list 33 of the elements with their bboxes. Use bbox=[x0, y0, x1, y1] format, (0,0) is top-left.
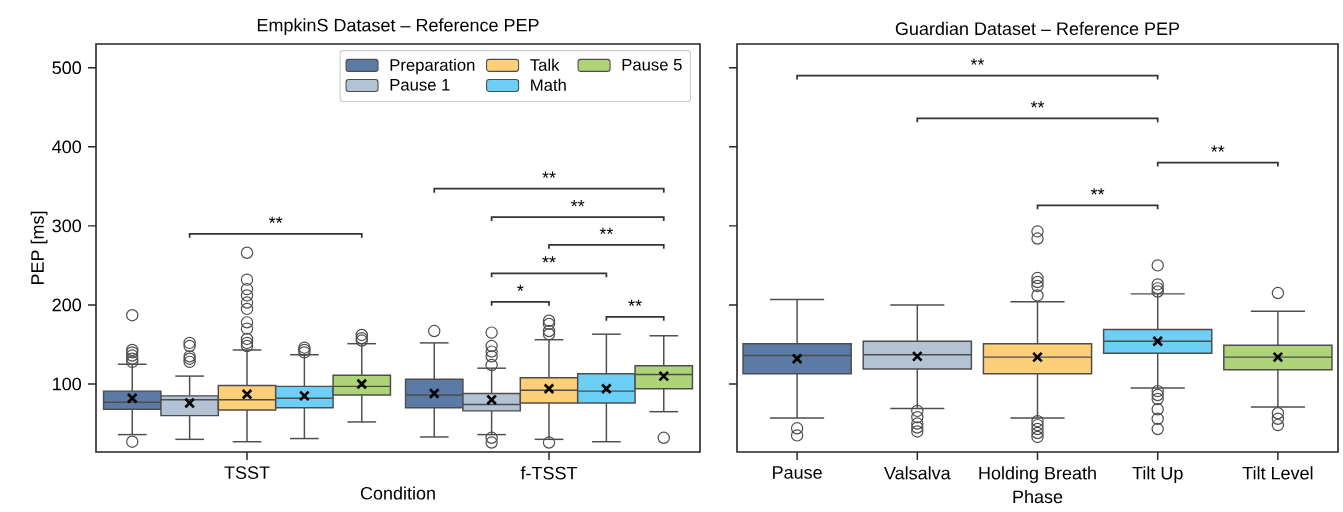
annotation: ** bbox=[1030, 101, 1045, 108]
x-tick-label: Valsalva bbox=[884, 466, 951, 480]
y-axis-title: PEP [ms] bbox=[30, 211, 48, 285]
annotation: ** bbox=[570, 200, 585, 207]
legend-label: Preparation bbox=[390, 58, 475, 75]
legend-label: Pause 1 bbox=[390, 79, 450, 91]
y-tick-label: 500 bbox=[52, 61, 82, 75]
annotation: ** bbox=[1211, 145, 1225, 152]
legend-label: Talk bbox=[530, 58, 560, 71]
chart-title: EmpkinS Dataset – Reference PEP bbox=[257, 18, 539, 36]
y-tick-label: 300 bbox=[52, 219, 82, 233]
annotation: ** bbox=[628, 299, 642, 306]
annotation: ** bbox=[542, 171, 556, 178]
annotation: ** bbox=[1090, 188, 1105, 195]
annotation: ** bbox=[268, 216, 283, 223]
x-tick-label: Holding Breath bbox=[979, 466, 1096, 484]
annotation: ** bbox=[599, 227, 614, 235]
chart-title: Guardian Dataset – Reference PEP bbox=[895, 21, 1180, 36]
x-tick-label: TSST bbox=[224, 466, 270, 479]
annotation: ** bbox=[542, 256, 556, 263]
x-tick-label: f-TSST bbox=[520, 466, 578, 480]
x-tick-label: Tilt Up bbox=[1132, 466, 1183, 484]
legend-label: Pause 5 bbox=[622, 58, 682, 71]
y-tick-label: 400 bbox=[52, 140, 82, 154]
legend-label: Math bbox=[531, 78, 566, 92]
annotation: * bbox=[517, 284, 524, 291]
y-tick-label: 100 bbox=[53, 377, 82, 391]
x-axis-title: Condition bbox=[360, 486, 435, 500]
y-tick-label: 200 bbox=[52, 298, 82, 312]
x-axis-title: Phase bbox=[1013, 489, 1063, 504]
x-tick-label: Pause bbox=[773, 466, 822, 479]
annotation: ** bbox=[970, 58, 985, 65]
x-tick-label: Tilt Level bbox=[1242, 466, 1313, 480]
